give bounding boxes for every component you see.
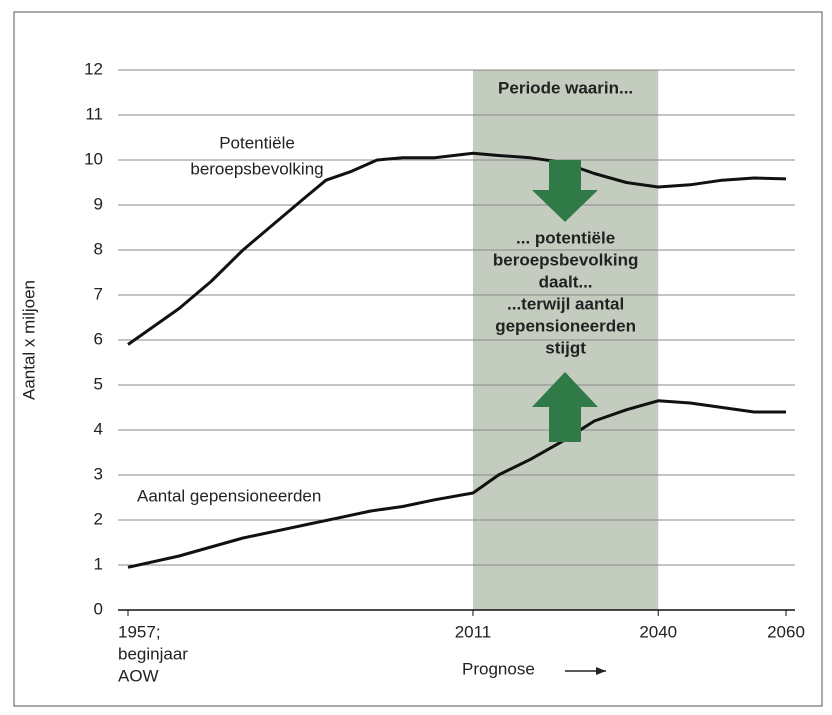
up-arrow xyxy=(532,372,598,442)
series-label: beroepsbevolking xyxy=(190,159,323,178)
y-tick-label: 7 xyxy=(94,284,103,303)
x-axis-label: Prognose xyxy=(462,659,535,678)
x-tick-label: 2011 xyxy=(455,622,492,641)
x-tick-label: 2060 xyxy=(767,622,805,641)
annotation: stijgt xyxy=(545,338,586,357)
annotation: Periode waarin... xyxy=(498,78,633,97)
annotation: beroepsbevolking xyxy=(493,250,638,269)
x-tick-label: 2040 xyxy=(639,622,677,641)
series-label: Aantal gepensioneerden xyxy=(137,486,321,505)
y-axis-label: Aantal x miljoen xyxy=(19,280,38,400)
y-tick-label: 2 xyxy=(94,509,103,528)
x-tick-label: 1957; xyxy=(118,622,161,641)
frame xyxy=(13,11,823,707)
down-arrow xyxy=(532,160,598,222)
y-tick-label: 1 xyxy=(94,554,103,573)
y-tick-label: 8 xyxy=(94,239,103,258)
series-label: Potentiële xyxy=(219,133,295,152)
y-tick-label: 9 xyxy=(94,194,103,213)
x-tick-label: beginjaar xyxy=(118,644,188,663)
annotation: ...terwijl aantal xyxy=(507,294,624,313)
series-line xyxy=(127,151,787,346)
y-tick-label: 12 xyxy=(84,59,103,78)
y-tick-label: 5 xyxy=(94,374,103,393)
prognose-arrowhead xyxy=(596,667,606,675)
x-tick-label: AOW xyxy=(118,666,159,685)
y-tick-label: 4 xyxy=(94,419,103,438)
y-tick-label: 11 xyxy=(85,104,103,123)
y-tick-label: 0 xyxy=(94,599,103,618)
y-tick-label: 6 xyxy=(94,329,103,348)
series-line xyxy=(127,399,786,569)
annotation: gepensioneerden xyxy=(495,316,636,335)
annotation: ... potentiële xyxy=(516,228,615,247)
y-tick-label: 10 xyxy=(84,149,103,168)
annotation: daalt... xyxy=(539,272,593,291)
y-tick-label: 3 xyxy=(94,464,103,483)
